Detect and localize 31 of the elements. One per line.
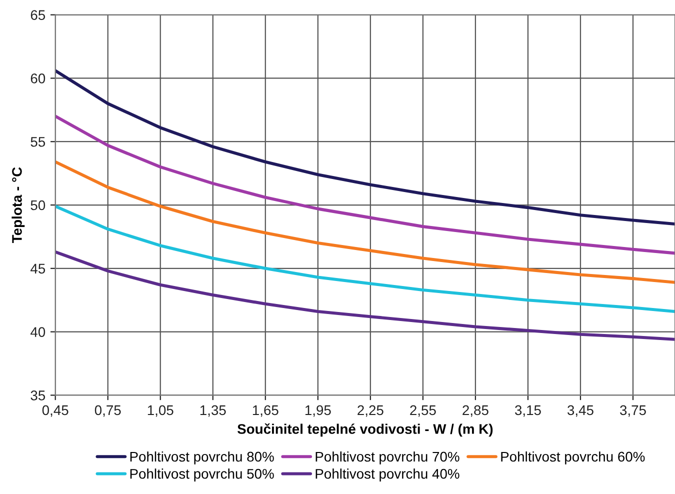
line-series [55, 250, 675, 341]
legend-label: Pohltivost povrchu 50% [130, 468, 274, 482]
y-tick-label: 35 [30, 390, 46, 400]
x-tick-label: 2,55 [410, 405, 436, 417]
legend-label: Pohltivost povrchu 40% [316, 468, 460, 482]
x-tick-label: 2,85 [462, 405, 488, 417]
line-series [55, 204, 675, 314]
x-tick-label: 3,75 [620, 405, 646, 417]
y-tick-label: 50 [30, 200, 46, 210]
line-series [55, 114, 675, 255]
x-tick-label: 1,05 [148, 405, 174, 417]
legend-label: Pohltivost povrchu 70% [316, 451, 460, 464]
y-tick-label: 45 [30, 264, 46, 274]
y-tick-label: 60 [30, 74, 46, 84]
x-tick-label: 1,65 [252, 405, 278, 417]
line-series [55, 69, 675, 226]
y-tick-label: 55 [30, 137, 46, 147]
x-tick-label: 1,35 [200, 405, 226, 417]
legend-label: Pohltivost povrchu 60% [501, 451, 645, 464]
y-axis-title: Teplota - °C [12, 167, 25, 243]
x-tick-label: 0,45 [42, 405, 68, 417]
x-tick-label: 0,75 [94, 405, 121, 417]
line-series [55, 160, 675, 284]
x-tick-label: 2,25 [358, 405, 384, 417]
x-tick-label: 3,45 [567, 405, 594, 417]
x-tick-label: 3,15 [514, 405, 541, 417]
legend-label: Pohltivost povrchu 80% [130, 451, 274, 464]
x-axis-title: Součinitel tepelné vodivosti - W / (m K) [237, 423, 493, 437]
y-tick-label: 65 [30, 10, 46, 20]
y-tick-label: 40 [30, 327, 46, 337]
x-tick-label: 1,95 [305, 405, 331, 417]
